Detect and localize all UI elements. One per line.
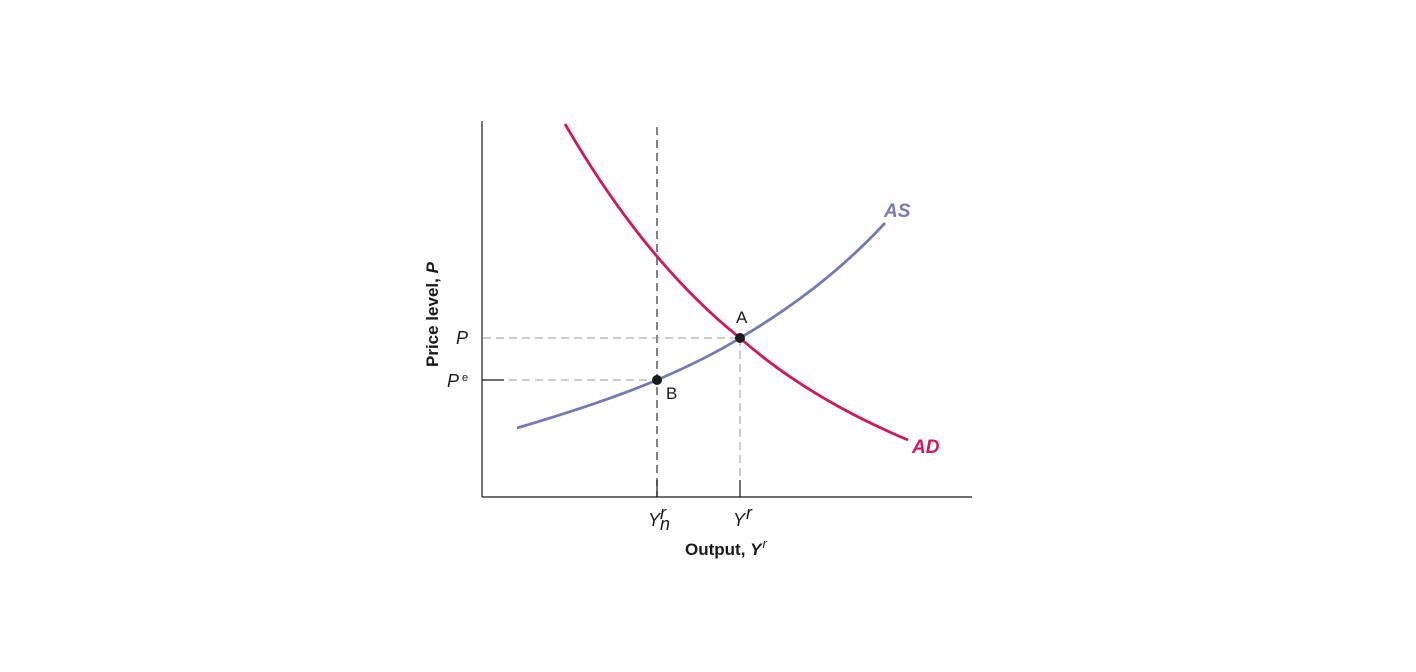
as-curve-label: AS: [883, 201, 911, 222]
point-b-marker: [652, 375, 662, 385]
x-tick-label-yn: Y: [648, 510, 662, 530]
point-a-marker: [735, 333, 745, 343]
as-curve: [516, 222, 887, 430]
x-tick-label-yr-superscript: r: [746, 503, 753, 523]
y-tick-label-pe-superscript: e: [462, 372, 468, 384]
x-tick-label-yn-subscript: n: [660, 514, 670, 534]
ad-curve: [563, 123, 909, 442]
y-tick-label-p: P: [456, 328, 468, 348]
x-axis-title: Output, Yr: [685, 536, 768, 559]
x-tick-label-yr: Y: [733, 510, 747, 530]
ad-curve-label: AD: [911, 437, 940, 458]
point-a-label: A: [736, 308, 748, 327]
point-b-label: B: [666, 384, 677, 403]
y-axis-title: Price level, P: [423, 261, 442, 367]
x-tick-label-yn-superscript: r: [660, 503, 667, 523]
